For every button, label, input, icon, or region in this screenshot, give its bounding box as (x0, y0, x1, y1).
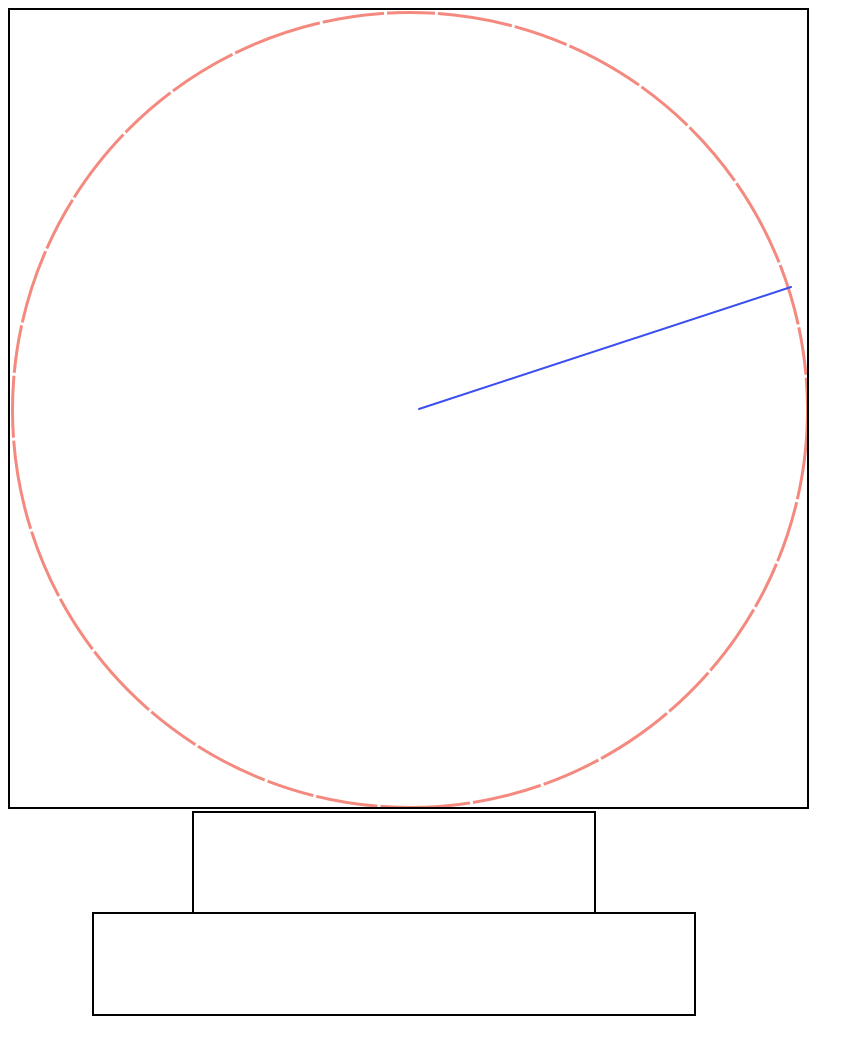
upper-box[interactable] (192, 811, 596, 915)
clock-circle (11, 11, 807, 807)
lower-box[interactable] (92, 912, 696, 1016)
drawing-canvas[interactable] (8, 8, 809, 809)
canvas-svg (11, 11, 807, 807)
clock-hand (418, 286, 792, 410)
